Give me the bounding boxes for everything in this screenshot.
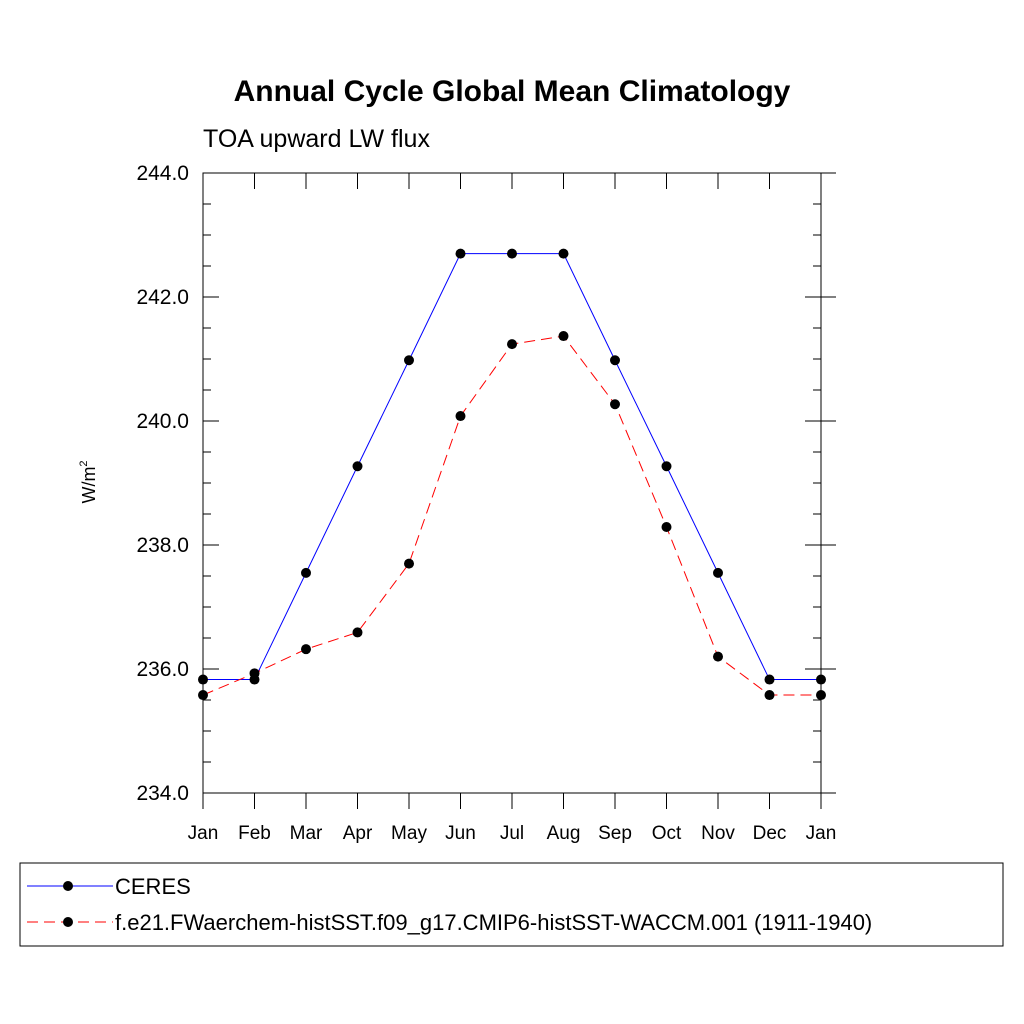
x-tick-label: Dec — [753, 823, 787, 844]
data-point-ceres — [455, 248, 466, 259]
series-layer — [198, 248, 826, 701]
data-point-ceres — [610, 355, 620, 366]
series-line-ceres — [203, 253, 821, 681]
data-point-model — [558, 331, 569, 342]
x-tick-label: Apr — [343, 823, 373, 844]
data-point-model — [198, 690, 208, 701]
data-point-model — [816, 690, 826, 701]
chart-title: Annual Cycle Global Mean Climatology — [234, 75, 791, 108]
legend-label: CERES — [115, 874, 191, 899]
y-tick-label: 236.0 — [136, 658, 189, 681]
x-tick-label: Jul — [500, 823, 524, 844]
y-tick-label: 234.0 — [136, 782, 189, 805]
data-point-model — [404, 558, 414, 569]
data-point-model — [610, 399, 620, 410]
x-tick-label: Nov — [701, 823, 735, 844]
data-point-model — [661, 522, 672, 533]
data-point-ceres — [661, 461, 672, 472]
y-axis: 234.0 236.0 238.0 240.0 242.0 244.0 — [136, 162, 836, 805]
data-point-model — [455, 411, 466, 422]
data-point-model — [713, 651, 723, 662]
y-axis-label: W/m2 — [78, 460, 99, 503]
legend-marker — [63, 917, 73, 927]
data-point-ceres — [352, 461, 363, 472]
data-point-ceres — [507, 248, 517, 259]
x-tick-label: Feb — [238, 823, 271, 844]
data-point-model — [507, 339, 517, 350]
data-point-model — [764, 690, 775, 701]
legend-marker — [63, 881, 73, 891]
y-tick-label: 240.0 — [136, 410, 189, 433]
y-tick-label: 244.0 — [136, 162, 189, 185]
x-tick-label: May — [391, 823, 427, 844]
x-tick-label: Jan — [188, 823, 219, 844]
data-point-ceres — [764, 674, 775, 685]
x-tick-label: Oct — [652, 823, 682, 844]
legend: CERES f.e21.FWaerchem-histSST.f09_g17.CMI… — [27, 874, 872, 935]
plot-frame — [202, 172, 822, 794]
x-tick-label: Aug — [547, 823, 581, 844]
x-axis: Jan Feb Mar Apr May Jun Jul Aug Sep Oct Nov Dec Jan — [188, 173, 837, 844]
x-tick-label: Jun — [445, 823, 476, 844]
legend-box — [19, 862, 1004, 947]
data-point-model — [249, 668, 260, 679]
x-tick-label: Mar — [290, 823, 323, 844]
y-tick-label: 238.0 — [136, 534, 189, 557]
data-point-ceres — [404, 355, 414, 366]
legend-label: f.e21.FWaerchem-histSST.f09_g17.CMIP6-hi… — [115, 910, 872, 935]
data-point-model — [301, 644, 311, 655]
y-axis-label-superscript: 2 — [78, 460, 90, 466]
y-tick-label: 242.0 — [136, 286, 189, 309]
data-point-ceres — [713, 567, 723, 578]
data-point-model — [352, 627, 363, 638]
x-tick-label: Jan — [806, 823, 837, 844]
data-point-ceres — [558, 248, 569, 259]
x-tick-label: Sep — [598, 823, 632, 844]
y-axis-label-unit: W/m — [79, 467, 99, 504]
data-point-ceres — [301, 567, 311, 578]
chart-subtitle: TOA upward LW flux — [203, 125, 430, 153]
data-point-ceres — [816, 674, 826, 685]
data-point-ceres — [198, 674, 208, 685]
series-line-model — [202, 335, 821, 696]
